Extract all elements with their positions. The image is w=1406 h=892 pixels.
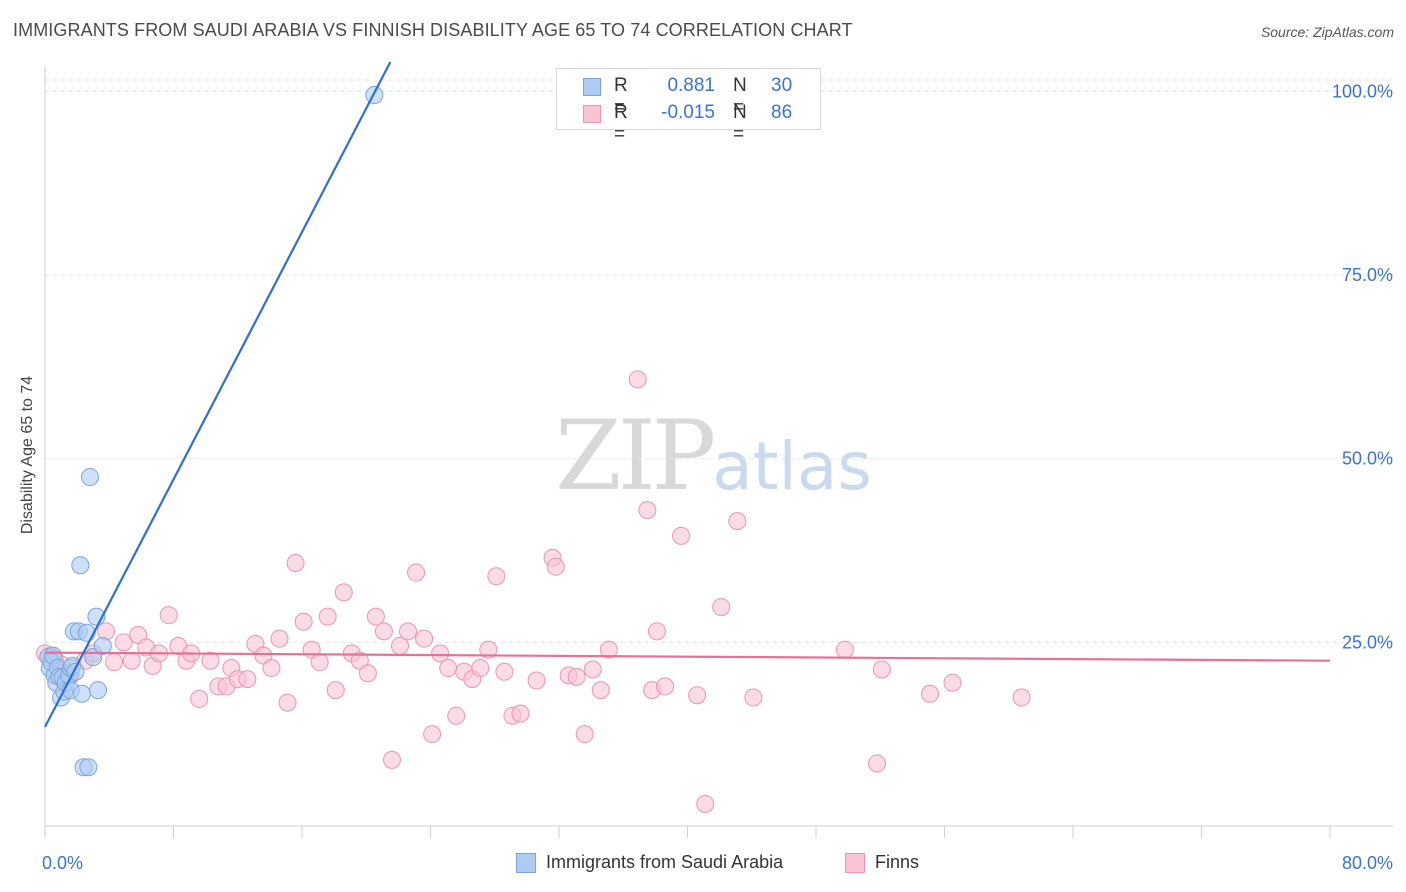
- point-finns: [487, 567, 506, 586]
- stats-box: R = 0.881 N = 30 R = -0.015 N = 86: [556, 68, 821, 145]
- legend-swatch-finns: [845, 852, 865, 873]
- point-finns: [591, 681, 610, 700]
- point-finns: [479, 640, 498, 659]
- point-finns: [310, 653, 329, 672]
- legend-item-finns[interactable]: Finns: [845, 852, 919, 873]
- y-tick-label: 75.0%: [1342, 265, 1393, 285]
- stats-r-label: R =: [614, 75, 628, 118]
- x-tick-label: 0.0%: [42, 853, 83, 873]
- point-finns: [114, 633, 133, 652]
- point-saudi: [79, 758, 98, 777]
- watermark-zip: ZIP: [555, 400, 716, 512]
- point-finns: [638, 501, 657, 520]
- source-label: Source: ZipAtlas.com: [1260, 24, 1394, 40]
- point-finns: [921, 684, 940, 703]
- point-finns: [423, 725, 442, 744]
- point-finns: [575, 725, 594, 744]
- point-finns: [190, 689, 209, 708]
- point-finns: [567, 667, 586, 686]
- point-finns: [294, 612, 313, 631]
- point-finns: [868, 754, 887, 773]
- point-finns: [696, 794, 715, 813]
- stats-r-value: -0.015: [661, 102, 715, 123]
- point-finns: [374, 622, 393, 641]
- point-finns: [672, 526, 691, 545]
- point-finns: [278, 693, 297, 712]
- point-saudi: [71, 556, 90, 575]
- point-finns: [326, 681, 345, 700]
- point-finns: [318, 607, 337, 626]
- trend-line-saudi: [44, 61, 392, 728]
- chart-title: IMMIGRANTS FROM SAUDI ARABIA VS FINNISH …: [13, 20, 853, 40]
- stats-r-value: 0.881: [667, 75, 715, 96]
- trend-line-finns: [44, 651, 1331, 662]
- y-tick-label: 50.0%: [1342, 449, 1393, 469]
- point-finns: [872, 660, 891, 679]
- point-saudi: [72, 684, 91, 703]
- point-finns: [943, 673, 962, 692]
- stats-swatch-saudi: [583, 78, 601, 96]
- point-finns: [439, 659, 458, 678]
- point-saudi: [80, 468, 99, 487]
- legend-item-saudi[interactable]: Immigrants from Saudi Arabia: [516, 852, 783, 873]
- point-finns: [97, 622, 116, 641]
- stats-swatch-finns: [583, 105, 601, 123]
- point-finns: [835, 640, 854, 659]
- point-finns: [159, 606, 178, 625]
- point-finns: [583, 660, 602, 679]
- point-finns: [495, 662, 514, 681]
- point-finns: [122, 651, 141, 670]
- point-finns: [546, 557, 565, 576]
- watermark-atlas: atlas: [712, 428, 872, 505]
- point-finns: [334, 583, 353, 602]
- point-saudi: [93, 637, 112, 656]
- stats-r-label: R =: [614, 102, 628, 145]
- legend-swatch-saudi: [516, 852, 536, 873]
- point-finns: [628, 370, 647, 389]
- point-finns: [238, 670, 257, 689]
- stats-n-label: N =: [733, 75, 747, 118]
- point-finns: [656, 677, 675, 696]
- x-tick-label: 80.0%: [1342, 853, 1393, 873]
- point-finns: [270, 629, 289, 648]
- point-finns: [688, 686, 707, 705]
- point-finns: [447, 706, 466, 725]
- legend-label-finns: Finns: [875, 852, 920, 872]
- point-finns: [431, 644, 450, 663]
- point-finns: [399, 622, 418, 641]
- point-finns: [527, 671, 546, 690]
- point-finns: [415, 629, 434, 648]
- legend: Immigrants from Saudi Arabia Finns: [0, 852, 1406, 876]
- point-finns: [366, 607, 385, 626]
- legend-label-saudi: Immigrants from Saudi Arabia: [546, 852, 784, 872]
- point-finns: [382, 750, 401, 769]
- point-finns: [1012, 688, 1031, 707]
- point-finns: [407, 563, 426, 582]
- stats-n-value: 86: [771, 102, 793, 123]
- point-finns: [358, 664, 377, 683]
- y-tick-label: 25.0%: [1342, 632, 1393, 652]
- point-finns: [262, 659, 281, 678]
- watermark: ZIPatlas: [555, 400, 872, 512]
- point-finns: [471, 659, 490, 678]
- point-finns: [647, 622, 666, 641]
- point-finns: [105, 653, 124, 672]
- stats-n-label: N =: [733, 102, 747, 145]
- point-finns: [511, 704, 530, 723]
- point-finns: [712, 598, 731, 617]
- stats-n-value: 30: [771, 75, 793, 96]
- y-tick-label: 100.0%: [1332, 81, 1393, 101]
- point-finns: [728, 512, 747, 531]
- point-finns: [286, 554, 305, 573]
- point-saudi: [89, 681, 108, 700]
- point-finns: [201, 651, 220, 670]
- point-finns: [744, 688, 763, 707]
- point-finns: [599, 640, 618, 659]
